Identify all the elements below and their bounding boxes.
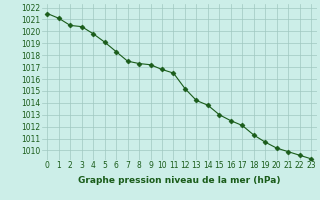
X-axis label: Graphe pression niveau de la mer (hPa): Graphe pression niveau de la mer (hPa) <box>78 176 280 185</box>
